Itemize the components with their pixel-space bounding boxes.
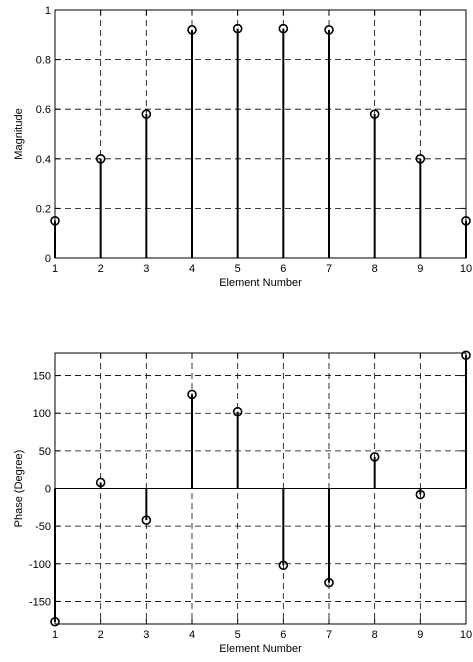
x-tick-label: 1: [52, 629, 58, 641]
x-tick-label: 7: [326, 263, 332, 275]
stem-marker: [232, 23, 243, 34]
x-tick-label: 5: [235, 263, 241, 275]
y-tick-label: 100: [33, 408, 51, 420]
x-tick-label: 10: [460, 629, 472, 641]
stem-marker: [415, 489, 426, 500]
x-tick-label: 2: [98, 629, 104, 641]
x-axis-label: Element Number: [219, 643, 302, 655]
y-tick-label: 1: [45, 5, 51, 17]
x-tick-label: 1: [52, 263, 58, 275]
stem-marker: [232, 406, 243, 417]
phase-plot: -150 -100 -50 0 50 100 150 1 2 3 4 5 6 7 8 9 10 Element N…: [13, 350, 472, 655]
x-tick-label: 8: [372, 263, 378, 275]
stem-marker: [324, 577, 334, 588]
stem-marker: [95, 154, 106, 164]
stem-marker: [278, 560, 289, 571]
x-tick-label: 3: [143, 263, 149, 275]
stem-marker: [324, 25, 334, 35]
x-tick-label: 8: [372, 629, 378, 641]
y-tick-label: 150: [33, 371, 51, 383]
y-tick-label: -100: [29, 559, 51, 571]
magnitude-plot: 0 0.2 0.4 0.6 0.8 1 1 2 3 4 5 6 7 8 9 10 Element Number M…: [13, 5, 472, 289]
x-tick-label: 6: [280, 629, 286, 641]
stem-marker: [461, 350, 471, 361]
y-axis-label: Phase (Degree): [13, 450, 25, 528]
y-tick-label: 0: [45, 253, 51, 265]
x-tick-label: 2: [98, 263, 104, 275]
stem-marker: [95, 477, 106, 488]
plot-frame: [54, 9, 467, 259]
stem-marker: [369, 452, 380, 462]
y-axis-label: Magnitude: [13, 108, 25, 159]
x-tick-label: 9: [417, 629, 423, 641]
stem-marker: [187, 25, 197, 35]
y-tick-label: 0.2: [36, 203, 51, 215]
y-tick-label: 0.8: [36, 55, 51, 67]
stem-marker: [415, 154, 426, 164]
x-tick-label: 7: [326, 629, 332, 641]
x-tick-label: 3: [143, 629, 149, 641]
y-tick-label: 0.4: [36, 154, 51, 166]
x-tick-label: 4: [189, 263, 195, 275]
x-axis-label: Element Number: [219, 277, 302, 289]
y-tick-label: -50: [35, 521, 51, 533]
x-tick-label: 4: [189, 629, 195, 641]
stem-marker: [187, 389, 197, 400]
y-tick-label: 50: [39, 446, 51, 458]
stem-marker: [369, 109, 380, 119]
x-tick-label: 6: [280, 263, 286, 275]
stem-marker: [278, 23, 289, 34]
stem-marker: [50, 216, 60, 226]
y-tick-label: -150: [29, 596, 51, 608]
y-tick-label: 0: [45, 484, 51, 496]
x-tick-label: 10: [460, 263, 472, 275]
stem-marker: [141, 515, 152, 525]
stem-marker: [141, 109, 152, 119]
x-tick-label: 9: [417, 263, 423, 275]
stem-marker: [461, 216, 471, 226]
stem-marker: [50, 616, 60, 627]
y-tick-label: 0.6: [36, 104, 51, 116]
x-tick-label: 5: [235, 629, 241, 641]
